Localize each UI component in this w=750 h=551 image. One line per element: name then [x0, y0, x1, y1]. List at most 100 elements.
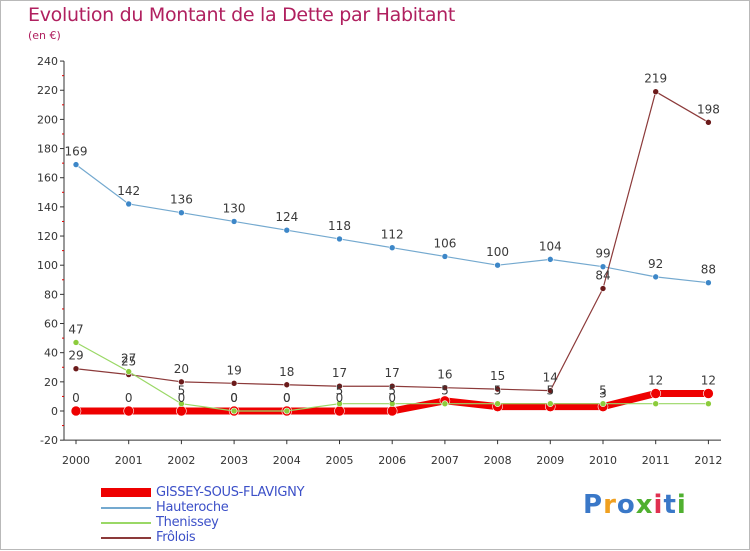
data-label: 0	[283, 391, 291, 405]
data-label: 0	[230, 391, 238, 405]
data-label: 0	[283, 391, 291, 405]
data-point	[334, 405, 345, 417]
legend-label: GISSEY-SOUS-FLAVIGNY	[156, 485, 305, 500]
x-tick-label: 2005	[326, 454, 354, 467]
data-label: 16	[437, 368, 452, 382]
y-tick-label: 200	[37, 113, 58, 126]
legend-item: Frôlois	[101, 530, 401, 545]
data-label: 5	[599, 384, 607, 398]
data-label: 15	[490, 369, 505, 383]
series-line	[75, 163, 710, 284]
legend-swatch	[101, 488, 151, 497]
data-label: 47	[68, 322, 83, 336]
data-point	[70, 405, 82, 417]
y-tick-label: 100	[37, 259, 58, 272]
data-point	[703, 388, 714, 399]
y-tick-label: -20	[40, 434, 58, 447]
data-point	[178, 400, 185, 408]
data-label: 0	[388, 391, 396, 405]
data-point	[283, 226, 291, 234]
legend-label: Hauteroche	[156, 500, 229, 515]
data-point	[705, 400, 712, 408]
data-point	[599, 263, 607, 270]
data-point	[125, 200, 132, 208]
data-point	[336, 382, 343, 390]
data-label: 130	[223, 201, 246, 215]
x-tick-label: 2004	[273, 454, 301, 467]
data-label: 0	[125, 391, 133, 405]
data-point	[652, 88, 660, 95]
data-point	[123, 405, 134, 417]
data-label: 12	[648, 374, 663, 388]
x-tick-label: 2007	[431, 454, 459, 467]
data-label: 5	[546, 384, 554, 398]
data-label: 20	[174, 362, 189, 376]
data-label: 84	[595, 269, 610, 283]
data-label: 25	[121, 355, 136, 369]
chart-legend: GISSEY-SOUS-FLAVIGNY Hauteroche Thenisse…	[101, 485, 401, 545]
y-tick-label: 160	[37, 172, 58, 185]
y-tick-label: 80	[44, 288, 58, 301]
x-tick-label: 2010	[589, 454, 617, 467]
x-tick-label: 2003	[220, 454, 248, 467]
logo-letter: P	[583, 490, 604, 520]
data-label: 14	[543, 371, 558, 385]
y-tick-label: 20	[44, 376, 58, 389]
data-label: 219	[644, 72, 667, 86]
data-label: 12	[701, 374, 716, 388]
data-label: 5	[441, 384, 449, 398]
data-point	[652, 400, 660, 408]
data-label: 99	[595, 247, 610, 261]
y-tick-label: 60	[44, 318, 58, 331]
data-point	[494, 261, 501, 269]
data-label: 100	[486, 245, 509, 259]
logo-letter: i	[653, 490, 664, 520]
data-label: 112	[381, 228, 404, 242]
data-label: 0	[336, 391, 344, 405]
data-label: 19	[226, 363, 241, 377]
data-point	[388, 244, 396, 252]
data-point	[336, 400, 343, 408]
data-label: 118	[328, 219, 351, 233]
legend-item: Thenissey	[101, 515, 401, 530]
data-point	[283, 381, 291, 389]
data-point	[546, 400, 554, 408]
data-point	[336, 235, 343, 243]
logo-letter: o	[616, 490, 636, 520]
legend-item: Hauteroche	[101, 500, 401, 515]
x-tick-label: 2001	[115, 454, 143, 467]
logo-letter: x	[635, 490, 654, 520]
data-label: 124	[275, 210, 298, 224]
data-label: 5	[336, 384, 344, 398]
data-label: 92	[648, 257, 663, 271]
data-label: 106	[433, 236, 456, 250]
data-point	[72, 339, 80, 346]
data-point	[178, 209, 185, 217]
data-label: 17	[385, 366, 400, 380]
data-point	[599, 400, 607, 408]
data-label: 169	[65, 145, 88, 159]
data-point	[599, 285, 607, 292]
data-point	[230, 407, 238, 415]
data-point	[230, 218, 238, 225]
data-label: 18	[279, 365, 294, 379]
legend-swatch	[101, 537, 151, 539]
x-tick-label: 2008	[484, 454, 512, 467]
data-point	[494, 385, 501, 393]
data-point	[230, 379, 238, 387]
y-tick-label: 140	[37, 201, 58, 214]
logo-letter: i	[676, 490, 687, 520]
data-label: 142	[117, 184, 140, 198]
x-tick-label: 2000	[62, 454, 90, 467]
data-point	[652, 273, 660, 281]
data-label: 0	[230, 391, 238, 405]
data-point	[178, 378, 185, 386]
x-tick-label: 2006	[378, 454, 406, 467]
legend-label: Thenissey	[156, 515, 219, 530]
data-point	[546, 256, 554, 263]
data-point	[283, 407, 291, 415]
legend-label: Frôlois	[156, 530, 196, 545]
data-label: 5	[388, 384, 396, 398]
y-tick-label: 0	[51, 405, 58, 418]
data-label: 17	[332, 366, 347, 380]
